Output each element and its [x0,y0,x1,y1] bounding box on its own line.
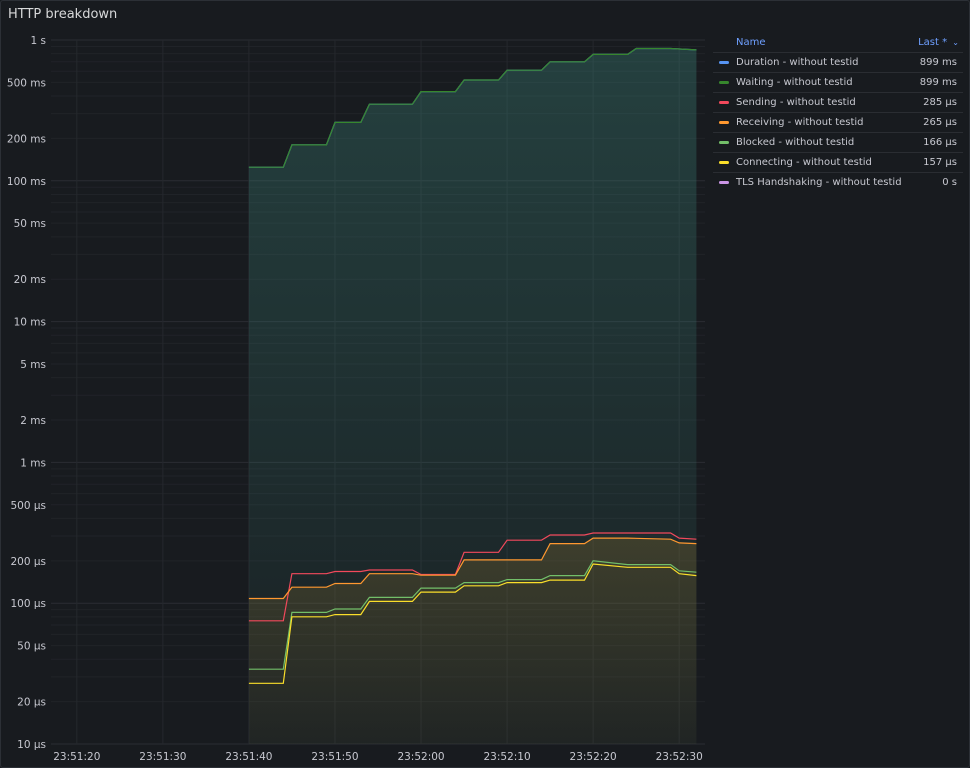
legend-last-value: 899 ms [919,77,957,88]
legend-series-name: Receiving - without testid [736,117,864,128]
series-line [248,560,697,670]
y-tick-label: 20 µs [17,697,46,709]
legend-last-value: 285 µs [923,97,957,108]
y-tick-label: 1 s [31,35,47,47]
series-area [248,538,697,744]
legend-last-value: 0 s [942,177,957,188]
y-tick-label: 500 ms [7,77,46,89]
x-tick-label: 23:51:30 [139,751,186,763]
legend-swatch [719,81,729,84]
legend-item[interactable]: Receiving - without testid 265 µs [713,112,963,132]
legend-swatch [719,121,729,124]
legend-item[interactable]: Sending - without testid 285 µs [713,92,963,112]
legend-series-name: Connecting - without testid [736,157,872,168]
y-tick-label: 50 ms [14,218,46,230]
y-tick-label: 50 µs [17,641,46,653]
legend-last-label: Last * [918,37,948,48]
y-axis: 1 s 500 ms 200 ms 100 ms 50 ms 20 ms 10 ms 5 ms… [7,35,46,751]
x-tick-label: 23:51:20 [53,751,100,763]
legend-name-header[interactable]: Name [736,37,766,48]
legend-swatch [719,161,729,164]
y-tick-label: 20 ms [14,274,46,286]
y-tick-label: 1 ms [20,457,46,469]
series-fills [248,48,697,744]
chevron-down-icon: ⌄ [952,38,959,47]
x-tick-label: 23:52:20 [570,751,617,763]
legend-series-name: Blocked - without testid [736,137,855,148]
x-tick-label: 23:51:50 [311,751,358,763]
series-line [248,563,697,684]
legend-swatch [719,61,729,64]
legend-series-name: TLS Handshaking - without testid [736,177,902,188]
legend-last-value: 899 ms [919,57,957,68]
legend-last-value: 157 µs [923,157,957,168]
legend-swatch [719,101,729,104]
legend-series-name: Sending - without testid [736,97,856,108]
y-tick-label: 100 µs [10,598,46,610]
y-tick-label: 500 µs [10,500,46,512]
series-lines [248,47,697,684]
x-tick-label: 23:52:10 [483,751,530,763]
legend-rows: Duration - without testid 899 ms Waiting -… [713,52,963,192]
x-tick-label: 23:51:40 [225,751,272,763]
y-tick-label: 10 µs [17,739,46,751]
legend-swatch [719,181,729,184]
legend-item[interactable]: Connecting - without testid 157 µs [713,152,963,172]
series-line [248,532,697,622]
x-axis: 23:51:20 23:51:30 23:51:40 23:51:50 23:52:00… [53,751,703,763]
x-tick-label: 23:52:30 [656,751,703,763]
series-line [248,537,697,600]
y-tick-label: 100 ms [7,176,46,188]
y-tick-label: 5 ms [20,359,46,371]
legend-last-value: 166 µs [923,137,957,148]
legend-item[interactable]: TLS Handshaking - without testid 0 s [713,172,963,192]
timeseries-chart[interactable]: 1 s 500 ms 200 ms 100 ms 50 ms 20 ms 10 ms 5 ms… [1,1,713,767]
y-tick-label: 10 ms [14,317,46,329]
y-tick-label: 2 ms [20,415,46,427]
legend-series-name: Waiting - without testid [736,77,853,88]
legend-table: Name Last * ⌄ Duration - without testid 8… [713,33,963,192]
legend-series-name: Duration - without testid [736,57,859,68]
legend-item[interactable]: Waiting - without testid 899 ms [713,72,963,92]
legend-item[interactable]: Duration - without testid 899 ms [713,52,963,72]
series-line [248,47,697,168]
y-tick-label: 200 µs [10,556,46,568]
y-tick-label: 200 ms [7,133,46,145]
legend-swatch [719,141,729,144]
legend-last-header[interactable]: Last * ⌄ [918,37,959,48]
panel-title[interactable]: HTTP breakdown [8,7,118,22]
x-tick-label: 23:52:00 [397,751,444,763]
legend-header: Name Last * ⌄ [713,33,963,52]
legend-item[interactable]: Blocked - without testid 166 µs [713,132,963,152]
legend-last-value: 265 µs [923,117,957,128]
